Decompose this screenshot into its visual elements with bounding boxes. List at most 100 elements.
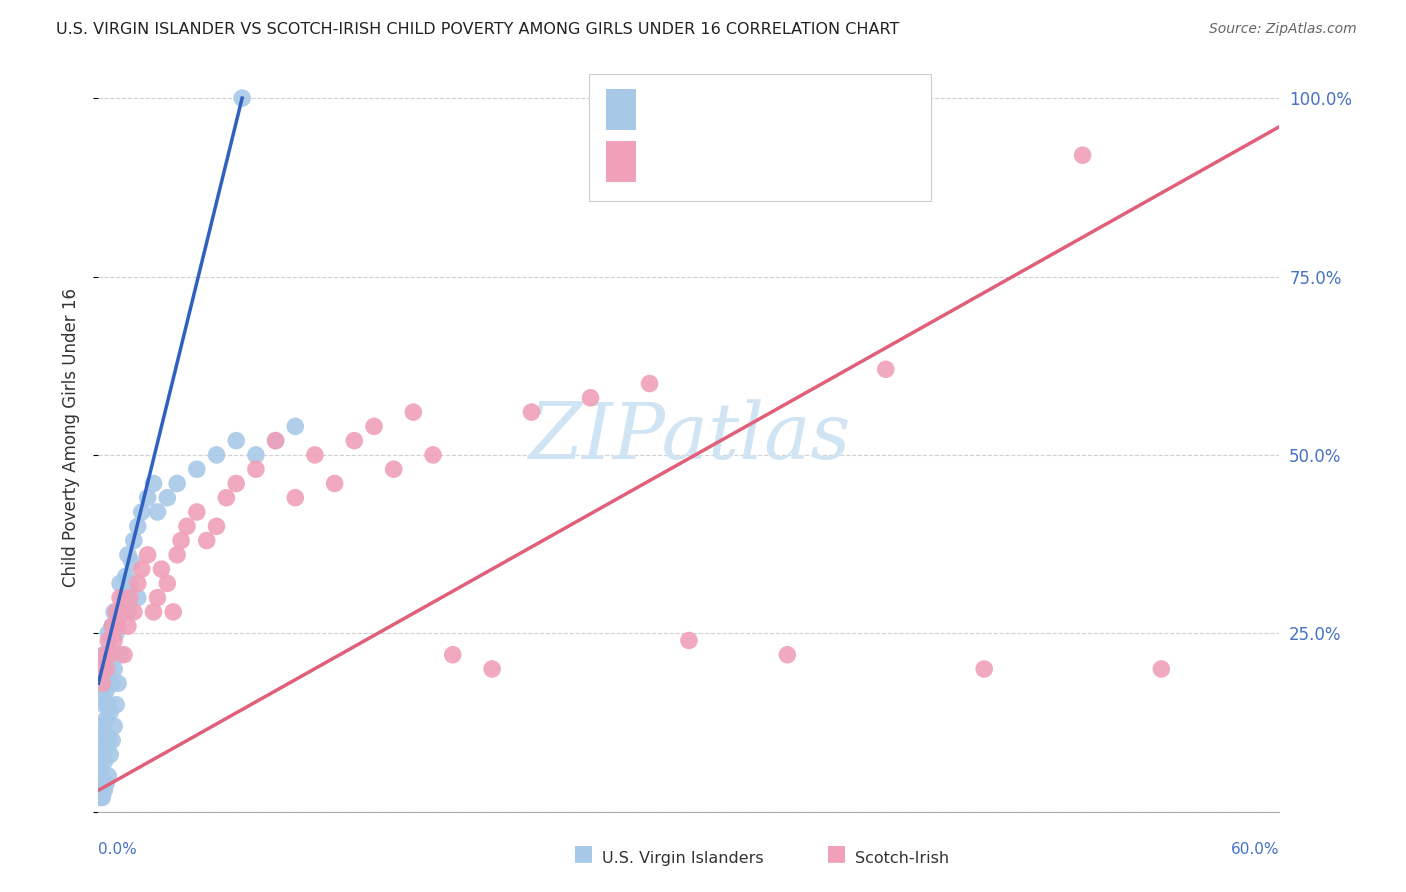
Text: 0.0%: 0.0% xyxy=(98,842,138,856)
Point xyxy=(422,448,444,462)
Point xyxy=(96,655,118,669)
Point xyxy=(103,719,125,733)
Point xyxy=(112,591,135,605)
Text: 60.0%: 60.0% xyxy=(1232,842,1279,856)
Point xyxy=(96,712,118,726)
Point xyxy=(93,698,115,712)
Point xyxy=(122,533,145,548)
Text: N = 65: N = 65 xyxy=(783,100,851,119)
Point xyxy=(93,669,115,683)
Point xyxy=(97,733,120,747)
Point xyxy=(117,605,139,619)
Text: Source: ZipAtlas.com: Source: ZipAtlas.com xyxy=(1209,22,1357,37)
Point xyxy=(481,662,503,676)
Point xyxy=(162,605,184,619)
Point xyxy=(97,633,120,648)
Point xyxy=(402,405,425,419)
Bar xyxy=(606,88,636,130)
Point xyxy=(96,683,118,698)
Point xyxy=(111,605,134,619)
Point xyxy=(93,648,115,662)
Y-axis label: Child Poverty Among Girls Under 16: Child Poverty Among Girls Under 16 xyxy=(62,287,80,587)
Point xyxy=(91,676,114,690)
Point xyxy=(142,476,165,491)
Point xyxy=(118,591,141,605)
Point xyxy=(91,769,114,783)
Point xyxy=(186,505,208,519)
Point xyxy=(127,576,149,591)
Point xyxy=(156,491,179,505)
Point xyxy=(166,548,188,562)
Point xyxy=(107,676,129,690)
Point xyxy=(225,476,247,491)
Text: N = 53: N = 53 xyxy=(783,153,851,170)
Point xyxy=(122,605,145,619)
Point xyxy=(101,619,124,633)
Point xyxy=(205,448,228,462)
Point xyxy=(121,555,143,569)
Point xyxy=(264,434,287,448)
Point xyxy=(215,491,238,505)
Point xyxy=(103,605,125,619)
Point xyxy=(96,776,118,790)
Point xyxy=(98,747,121,762)
Point xyxy=(89,733,111,747)
Point xyxy=(98,648,121,662)
Point xyxy=(97,769,120,783)
Point xyxy=(343,434,366,448)
Point xyxy=(89,790,111,805)
Point xyxy=(105,605,128,619)
Point xyxy=(131,505,153,519)
Point xyxy=(89,662,111,676)
Point xyxy=(111,605,134,619)
FancyBboxPatch shape xyxy=(589,74,931,201)
Point xyxy=(186,462,208,476)
Point xyxy=(284,491,307,505)
Point xyxy=(678,633,700,648)
Point xyxy=(520,405,543,419)
Point xyxy=(105,626,128,640)
Point xyxy=(146,591,169,605)
Point xyxy=(323,476,346,491)
Point xyxy=(875,362,897,376)
Point xyxy=(96,740,118,755)
Point xyxy=(264,434,287,448)
Point xyxy=(205,519,228,533)
Point xyxy=(1071,148,1094,162)
Point xyxy=(150,562,173,576)
Point xyxy=(97,626,120,640)
Point xyxy=(89,776,111,790)
Point xyxy=(93,783,115,797)
Point xyxy=(382,462,405,476)
Point xyxy=(117,548,139,562)
Point xyxy=(108,591,131,605)
Point xyxy=(91,747,114,762)
Point xyxy=(98,705,121,719)
Point xyxy=(176,519,198,533)
Bar xyxy=(606,141,636,182)
Point xyxy=(304,448,326,462)
Point xyxy=(245,462,267,476)
Point xyxy=(89,747,111,762)
Point xyxy=(973,662,995,676)
Point xyxy=(93,648,115,662)
Point xyxy=(118,576,141,591)
Point xyxy=(776,648,799,662)
Point xyxy=(579,391,602,405)
Text: ■: ■ xyxy=(827,844,846,863)
Point xyxy=(117,619,139,633)
Point xyxy=(127,519,149,533)
Text: R = 0.510: R = 0.510 xyxy=(648,153,745,170)
Point xyxy=(103,633,125,648)
Point xyxy=(112,648,135,662)
Text: Scotch-Irish: Scotch-Irish xyxy=(855,851,949,865)
Point xyxy=(131,562,153,576)
Point xyxy=(441,648,464,662)
Point xyxy=(225,434,247,448)
Point xyxy=(89,762,111,776)
Point xyxy=(91,790,114,805)
Point xyxy=(108,576,131,591)
Point xyxy=(1150,662,1173,676)
Point xyxy=(136,548,159,562)
Point xyxy=(146,505,169,519)
